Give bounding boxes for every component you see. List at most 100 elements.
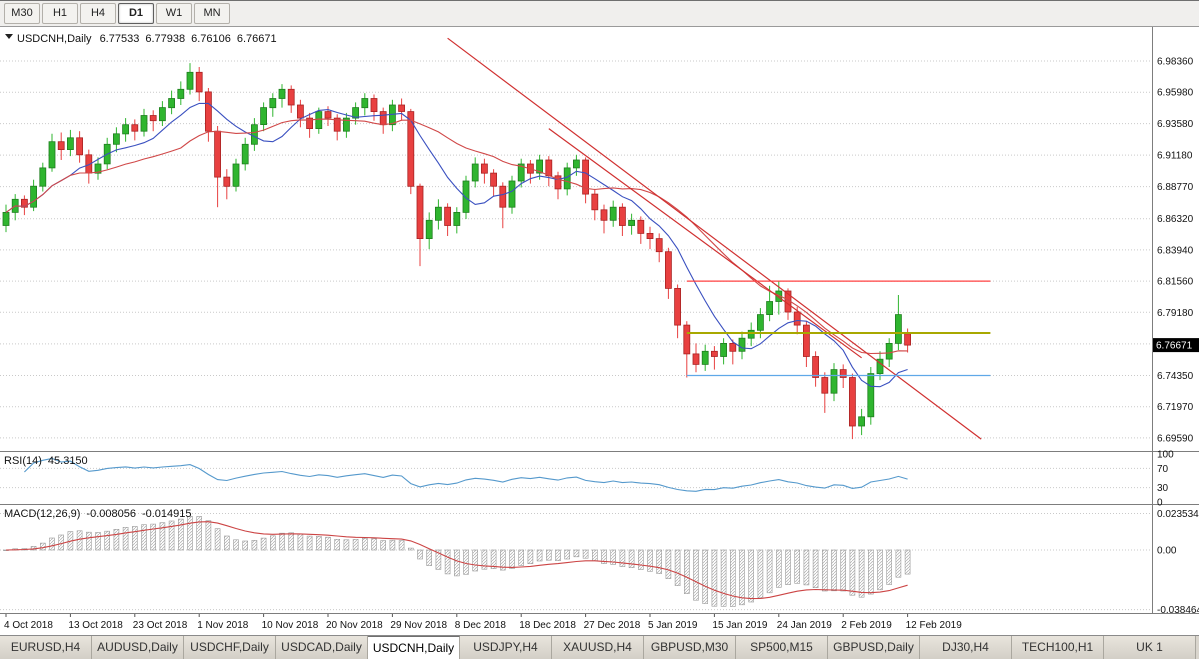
tab-gbpusd-m30[interactable]: GBPUSD,M30 <box>644 636 736 659</box>
candle-body <box>113 133 120 145</box>
timeframe-toolbar: M30 H1 H4 D1 W1 MN <box>0 1 1199 27</box>
macd-plot <box>3 516 911 607</box>
candle-body <box>508 180 516 208</box>
timeframe-button-mn[interactable]: MN <box>194 3 230 24</box>
macd-histogram-bar <box>610 549 617 565</box>
macd-histogram-bar <box>242 540 248 551</box>
tab-sp500-m15[interactable]: SP500,M15 <box>736 636 828 659</box>
macd-histogram-bar <box>95 532 101 551</box>
macd-histogram-bar <box>518 549 525 566</box>
candle-body <box>545 159 553 177</box>
macd-histogram-bar <box>628 549 635 569</box>
tab-usdjpy-h4[interactable]: USDJPY,H4 <box>460 636 552 659</box>
ohlc-open: 6.77533 <box>100 33 140 45</box>
candle-body <box>269 98 277 109</box>
chart-area[interactable]: 6.98360 6.95980 6.93580 6.91180 6.88770 6.863… <box>0 27 1199 636</box>
macd-histogram-bar <box>141 524 147 551</box>
date-axis[interactable]: 4 Oct 2018 13 Oct 2018 23 Oct 2018 1 Nov 20… <box>4 614 962 631</box>
macd-histogram-bar <box>58 534 65 551</box>
macd-indicator-label: MACD(12,26,9) -0.008056 -0.014915 <box>4 508 192 520</box>
symbol-dropdown-icon[interactable] <box>5 34 13 39</box>
candle-body <box>628 219 635 226</box>
timeframe-button-d1[interactable]: D1 <box>118 3 154 24</box>
rsi-axis: 100 70 30 0 <box>1157 450 1174 509</box>
price-axis-label: 6.93580 <box>1157 119 1194 130</box>
candle-body <box>720 342 727 357</box>
macd-histogram-bar <box>564 549 571 560</box>
candle-body <box>416 185 424 239</box>
macd-histogram-bar <box>748 549 755 603</box>
candle-body <box>361 98 369 109</box>
candle-body <box>600 209 608 221</box>
tab-usdcad-daily[interactable]: USDCAD,Daily <box>276 636 368 659</box>
macd-histogram-bar <box>371 538 377 551</box>
candle-body <box>260 107 268 125</box>
timeframe-button-h1[interactable]: H1 <box>42 3 78 24</box>
candle-body <box>480 163 488 174</box>
candle-body <box>30 185 38 208</box>
candle-body <box>619 206 626 226</box>
macd-histogram-bar <box>573 549 580 558</box>
macd-histogram-bar <box>481 549 488 570</box>
macd-histogram-bar <box>803 549 810 586</box>
candle-body <box>352 107 360 119</box>
macd-histogram-bar <box>361 537 368 551</box>
candle-body <box>214 130 222 178</box>
trendline[interactable] <box>447 37 982 440</box>
candle-body <box>738 337 746 352</box>
candle-body <box>425 219 433 240</box>
candle-body <box>20 198 28 208</box>
candle-body <box>471 163 479 182</box>
macd-histogram-bar <box>895 549 902 578</box>
chart-title: USDCNH,Daily 6.77533 6.77938 6.76106 6.76671 <box>5 33 277 45</box>
candle-body <box>204 91 212 132</box>
rsi-axis-label: 30 <box>1157 483 1169 494</box>
macd-histogram-bar <box>196 516 202 551</box>
macd-histogram-bar <box>785 549 791 585</box>
tab-gbpusd-daily[interactable]: GBPUSD,Daily <box>828 636 920 659</box>
candle-body <box>407 111 415 187</box>
macd-histogram-bar <box>39 542 46 551</box>
timeframe-button-m30[interactable]: M30 <box>4 3 40 24</box>
macd-histogram-bar <box>693 549 699 601</box>
macd-histogram-bar <box>205 520 212 551</box>
candle-body <box>67 137 74 151</box>
ohlc-high: 6.77938 <box>145 33 185 45</box>
tab-uk-1[interactable]: UK 1 <box>1104 636 1196 659</box>
macd-histogram-bar <box>315 535 322 551</box>
timeframe-button-w1[interactable]: W1 <box>156 3 192 24</box>
price-axis-label: 6.83940 <box>1157 245 1194 256</box>
tab-dj30-h4[interactable]: DJ30,H4 <box>920 636 1012 659</box>
tab-usdchf-daily[interactable]: USDCHF,Daily <box>184 636 276 659</box>
candle-body <box>803 324 810 357</box>
rsi-plot <box>24 457 908 492</box>
candle-body <box>904 333 911 346</box>
tab-audusd-daily[interactable]: AUDUSD,Daily <box>92 636 184 659</box>
macd-histogram-bar <box>306 535 313 551</box>
candle-body <box>296 104 304 119</box>
ma-slow-line <box>5 118 908 355</box>
macd-histogram-bar <box>867 549 874 595</box>
candle-body <box>591 193 599 211</box>
macd-histogram-bar <box>877 549 883 591</box>
tab-tech100-h1[interactable]: TECH100,H1 <box>1012 636 1104 659</box>
tab-xauusd-h4[interactable]: XAUUSD,H4 <box>552 636 644 659</box>
timeframe-button-h4[interactable]: H4 <box>80 3 116 24</box>
candle-body <box>812 356 819 378</box>
macd-histogram-bar <box>86 531 92 551</box>
tab-usdcnh-daily[interactable]: USDCNH,Daily <box>368 636 460 659</box>
price-axis: 6.98360 6.95980 6.93580 6.91180 6.88770 6.863… <box>1153 57 1199 444</box>
tab-eurusd-h4[interactable]: EURUSD,H4 <box>0 636 92 659</box>
macd-histogram-bar <box>178 518 184 551</box>
rsi-line <box>24 457 908 492</box>
macd-axis: 0.023534 0.00 -0.038464 <box>1157 509 1199 616</box>
candle-body <box>490 172 498 187</box>
macd-signal-value: -0.014915 <box>142 508 192 520</box>
price-axis-label: 6.86320 <box>1157 214 1194 225</box>
trendline[interactable] <box>548 128 862 359</box>
macd-histogram-bar <box>122 526 129 551</box>
date-label: 18 Dec 2018 <box>519 620 576 631</box>
rsi-axis-label: 70 <box>1157 464 1169 475</box>
candle-body <box>342 117 350 132</box>
